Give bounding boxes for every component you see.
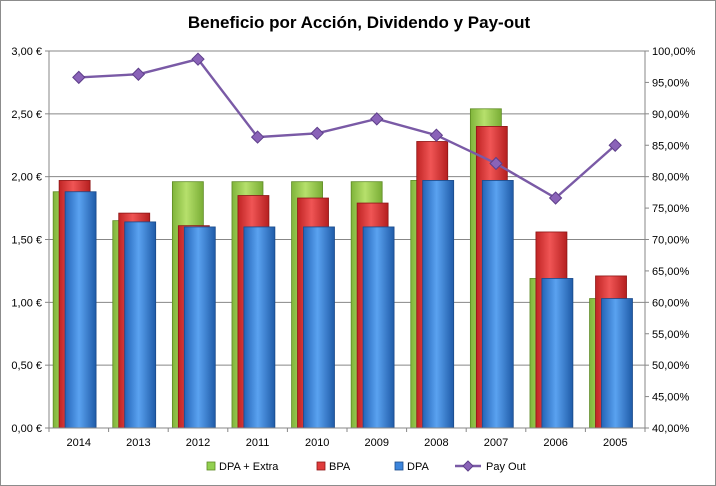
bar-dpa-2008 xyxy=(422,180,455,429)
payout-point-2011 xyxy=(250,130,265,144)
legend-label-dpa-extra: DPA + Extra xyxy=(219,461,279,473)
y-right-tick-label: 45,00% xyxy=(652,392,690,404)
payout-point-2008 xyxy=(429,128,444,142)
x-tick-label: 2006 xyxy=(543,437,567,449)
payout-point-2006 xyxy=(548,191,563,205)
x-tick-label: 2010 xyxy=(305,437,329,449)
bar-dpa-2010 xyxy=(303,226,335,429)
legend-label-dpa: DPA xyxy=(407,461,429,473)
bar-dpa-2012 xyxy=(183,226,216,429)
bar-dpa-2013 xyxy=(124,221,157,429)
x-tick-label: 2008 xyxy=(424,437,448,449)
x-tick-label: 2005 xyxy=(603,437,627,449)
payout-point-2010 xyxy=(310,126,324,141)
x-tick-label: 2007 xyxy=(484,437,508,449)
y-right-tick-label: 85,00% xyxy=(652,140,690,152)
legend-label-bpa: BPA xyxy=(329,461,351,473)
payout-line xyxy=(78,57,616,200)
x-tick-label: 2013 xyxy=(126,437,150,449)
payout-point-2012 xyxy=(191,52,205,66)
bar-dpa-2005 xyxy=(601,298,633,429)
y-right-tick-label: 70,00% xyxy=(652,235,690,247)
y-left-tick-label: 2,50 € xyxy=(11,109,42,121)
y-left-tick-label: 0,00 € xyxy=(11,423,42,435)
y-right-tick-label: 100,00% xyxy=(652,46,696,58)
bar-dpa-2006 xyxy=(541,278,574,429)
legend-swatch-bpa xyxy=(316,461,326,471)
bar-dpa-2014 xyxy=(64,191,97,429)
x-tick-label: 2011 xyxy=(246,437,270,449)
y-right-tick-label: 90,00% xyxy=(652,109,690,121)
y-left-tick-label: 1,50 € xyxy=(11,235,42,247)
y-right-tick-label: 60,00% xyxy=(652,297,690,309)
y-left-tick-label: 2,00 € xyxy=(11,172,42,184)
payout-point-2005 xyxy=(608,138,622,152)
payout-point-2009 xyxy=(370,112,384,126)
y-right-tick-label: 50,00% xyxy=(652,360,690,372)
legend-marker-pay-out xyxy=(462,460,474,472)
payout-point-2013 xyxy=(131,67,146,81)
x-tick-label: 2012 xyxy=(186,437,210,449)
legend-swatch-dpa-extra xyxy=(206,461,216,471)
legend-label-pay-out: Pay Out xyxy=(486,461,526,473)
y-right-tick-label: 40,00% xyxy=(652,423,690,435)
y-right-tick-label: 80,00% xyxy=(652,172,690,184)
bar-dpa-2007 xyxy=(481,180,514,429)
chart-title: Beneficio por Acción, Dividendo y Pay-ou… xyxy=(188,13,531,32)
y-left-tick-label: 1,00 € xyxy=(11,297,42,309)
y-right-tick-label: 75,00% xyxy=(652,203,690,215)
y-right-tick-label: 55,00% xyxy=(652,329,690,341)
y-left-tick-label: 0,50 € xyxy=(11,360,42,372)
legend-swatch-dpa xyxy=(394,461,404,471)
y-left-tick-label: 3,00 € xyxy=(11,46,42,58)
x-tick-label: 2014 xyxy=(67,437,91,449)
payout-point-2014 xyxy=(72,70,86,85)
x-tick-label: 2009 xyxy=(365,437,389,449)
bar-dpa-2009 xyxy=(362,226,395,429)
y-right-tick-label: 95,00% xyxy=(652,77,690,89)
bar-dpa-2011 xyxy=(243,226,276,429)
y-right-tick-label: 65,00% xyxy=(652,266,690,278)
payout-point-2007 xyxy=(489,156,503,171)
